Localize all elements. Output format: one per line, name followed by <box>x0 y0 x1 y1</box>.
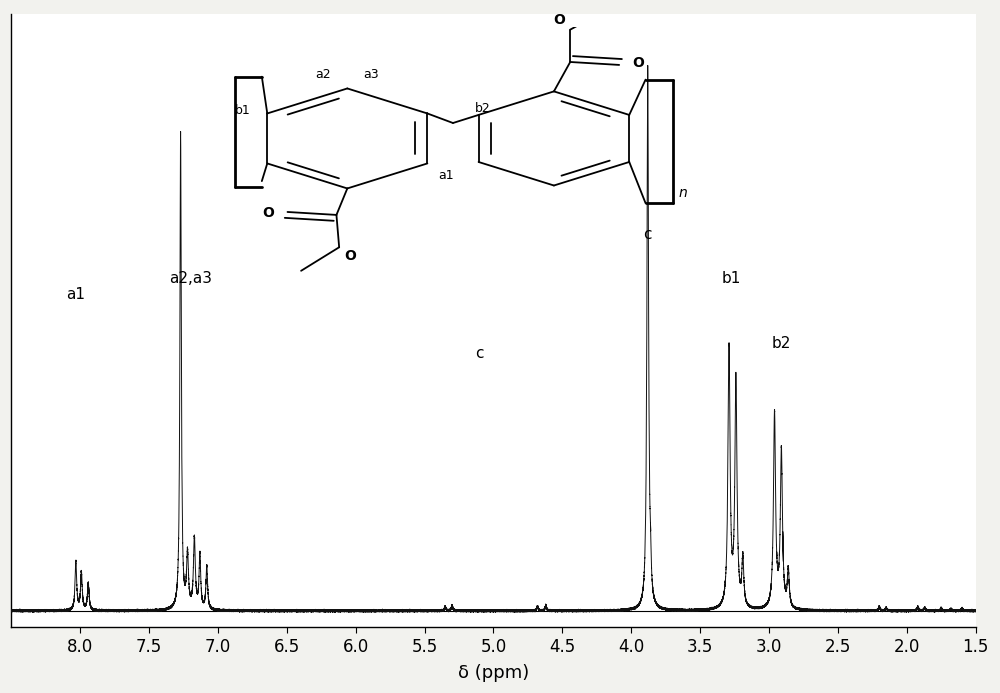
Text: c: c <box>643 227 652 242</box>
Text: c: c <box>475 346 484 362</box>
Text: a2,a3: a2,a3 <box>169 270 212 286</box>
X-axis label: δ (ppm): δ (ppm) <box>458 664 529 682</box>
Text: b2: b2 <box>772 335 791 351</box>
Text: b1: b1 <box>722 270 741 286</box>
Text: a1: a1 <box>66 287 85 302</box>
